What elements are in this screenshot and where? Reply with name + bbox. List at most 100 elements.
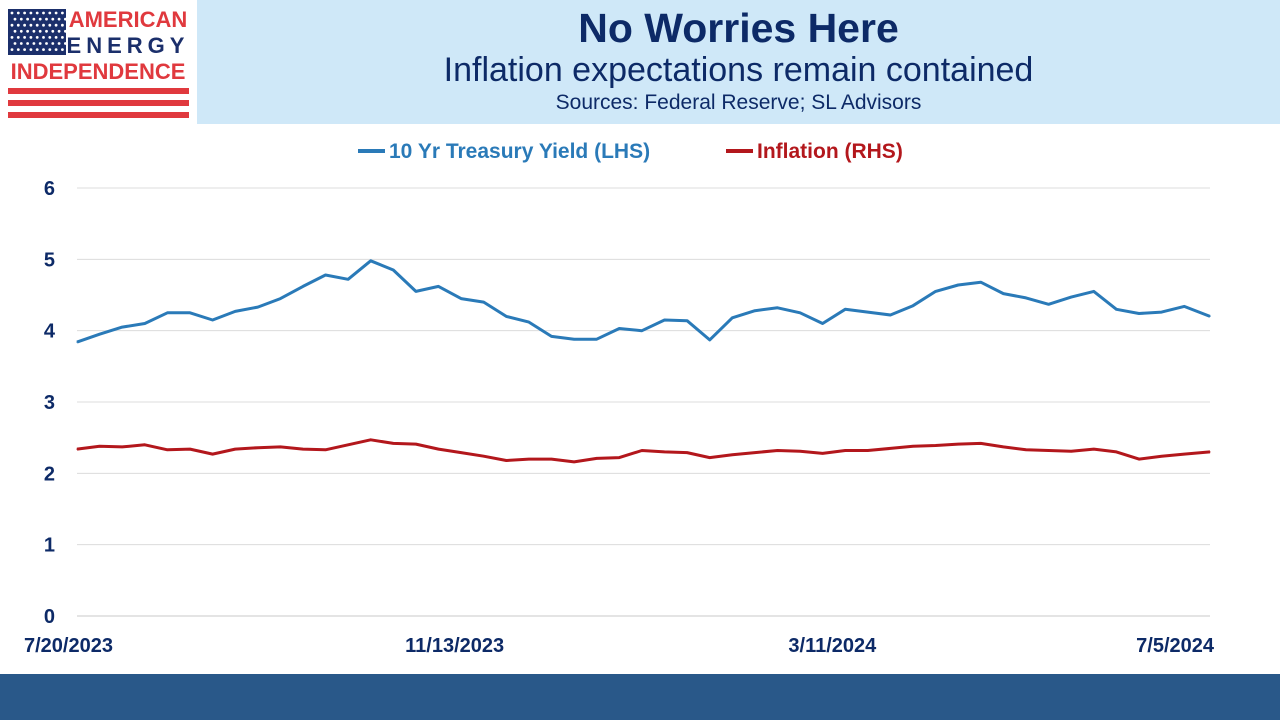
treasury-point [550, 335, 553, 337]
treasury-point [189, 312, 191, 314]
inflation-point [663, 451, 666, 453]
chart-legend: 10 Yr Treasury Yield (LHS) Inflation (RH… [358, 140, 903, 163]
flag-star [54, 23, 58, 27]
y-axis-ticks: 0 1 2 3 4 5 6 [44, 178, 56, 628]
treasury-point [211, 319, 214, 321]
treasury-point [483, 301, 485, 303]
treasury-point [1183, 305, 1185, 308]
flag-star [48, 23, 52, 27]
flag-star [51, 29, 55, 33]
flag-star [19, 42, 23, 45]
inflation-point [731, 454, 733, 456]
inflation-point [980, 442, 982, 444]
flag-star [19, 17, 23, 21]
treasury-point [731, 317, 733, 319]
logo-stripe-3 [8, 112, 189, 118]
flag-star [16, 48, 20, 51]
treasury-point [1160, 311, 1163, 313]
flag-star [61, 23, 64, 27]
inflation-point [573, 461, 575, 463]
flag-star [32, 42, 36, 45]
inflation-point [415, 443, 417, 445]
flag-star [54, 36, 58, 39]
treasury-point [686, 320, 688, 322]
y-tick-label: 4 [44, 321, 56, 343]
flag-star [26, 29, 29, 33]
flag-star [38, 17, 42, 21]
inflation-point [1183, 453, 1185, 455]
inflation-point [257, 447, 259, 449]
inflation-point [437, 448, 440, 450]
inflation-point [76, 448, 78, 450]
logo: AMERICAN ENERGY INDEPENDENCE [0, 0, 197, 124]
treasury-point [1138, 312, 1140, 315]
treasury-point [460, 297, 462, 300]
flag-star [29, 23, 33, 27]
flag-star [35, 11, 39, 15]
page-title: No Worries Here [578, 5, 899, 51]
logo-line1: AMERICAN [69, 7, 188, 32]
inflation-point [1048, 449, 1050, 452]
inflation-point [799, 450, 801, 452]
logo-stripe-1 [8, 88, 189, 94]
inflation-point [211, 453, 214, 455]
inflation-point [279, 446, 281, 448]
inflation-point [867, 449, 869, 452]
inflation-line [76, 438, 1211, 464]
flag-star [61, 11, 64, 15]
flag-star [23, 11, 26, 15]
flag-star [16, 36, 20, 39]
american-flag-logo: AMERICAN ENERGY INDEPENDENCE [8, 7, 190, 118]
inflation-point [370, 439, 372, 441]
inflation-point [822, 452, 824, 454]
y-tick-label: 6 [44, 178, 55, 200]
inflation-point [347, 444, 349, 446]
flag-star [35, 48, 39, 51]
treasury-point [415, 290, 417, 293]
flag-star [16, 23, 20, 27]
treasury-point [980, 281, 982, 283]
flag-star [48, 11, 52, 15]
flag-star [38, 29, 42, 33]
y-tick-label: 2 [44, 463, 55, 485]
inflation-point [460, 452, 462, 454]
treasury-point [505, 315, 507, 317]
inflation-point [912, 445, 914, 447]
treasury-point [1093, 290, 1095, 293]
flag-star [48, 48, 52, 51]
treasury-point [528, 321, 530, 323]
treasury-point [144, 322, 146, 325]
flag-star [13, 17, 17, 21]
inflation-point [483, 455, 485, 457]
treasury-point [347, 278, 349, 280]
flag-star [48, 36, 52, 39]
x-axis-ticks: 7/20/2023 11/13/2023 3/11/2024 7/5/2024 [24, 635, 1215, 657]
inflation-point [1070, 450, 1072, 452]
logo-line3: INDEPENDENCE [11, 59, 186, 84]
inflation-point [618, 457, 620, 459]
treasury-point [76, 341, 78, 343]
inflation-point [550, 458, 553, 460]
y-tick-label: 3 [44, 392, 55, 414]
flag-star [23, 23, 26, 27]
treasury-point [618, 327, 620, 330]
logo-stripe-2 [8, 100, 189, 106]
inflation-point [302, 448, 304, 450]
flag-star [35, 36, 39, 39]
x-tick-label: 7/20/2023 [24, 635, 113, 657]
y-tick-label: 1 [44, 535, 55, 557]
flag-star [32, 29, 36, 33]
inflation-point [641, 449, 643, 452]
treasury-point [596, 338, 598, 340]
treasury-point [370, 260, 372, 262]
flag-star [26, 17, 29, 21]
treasury-point [889, 314, 892, 316]
page-subtitle: Inflation expectations remain contained [443, 51, 1034, 89]
inflation-point [392, 442, 394, 444]
inflation-point [935, 444, 937, 447]
treasury-point [1115, 308, 1117, 310]
logo-line2: ENERGY [67, 33, 190, 58]
flag-star [29, 36, 33, 39]
flag-star [64, 17, 67, 21]
flag-star [23, 48, 26, 51]
